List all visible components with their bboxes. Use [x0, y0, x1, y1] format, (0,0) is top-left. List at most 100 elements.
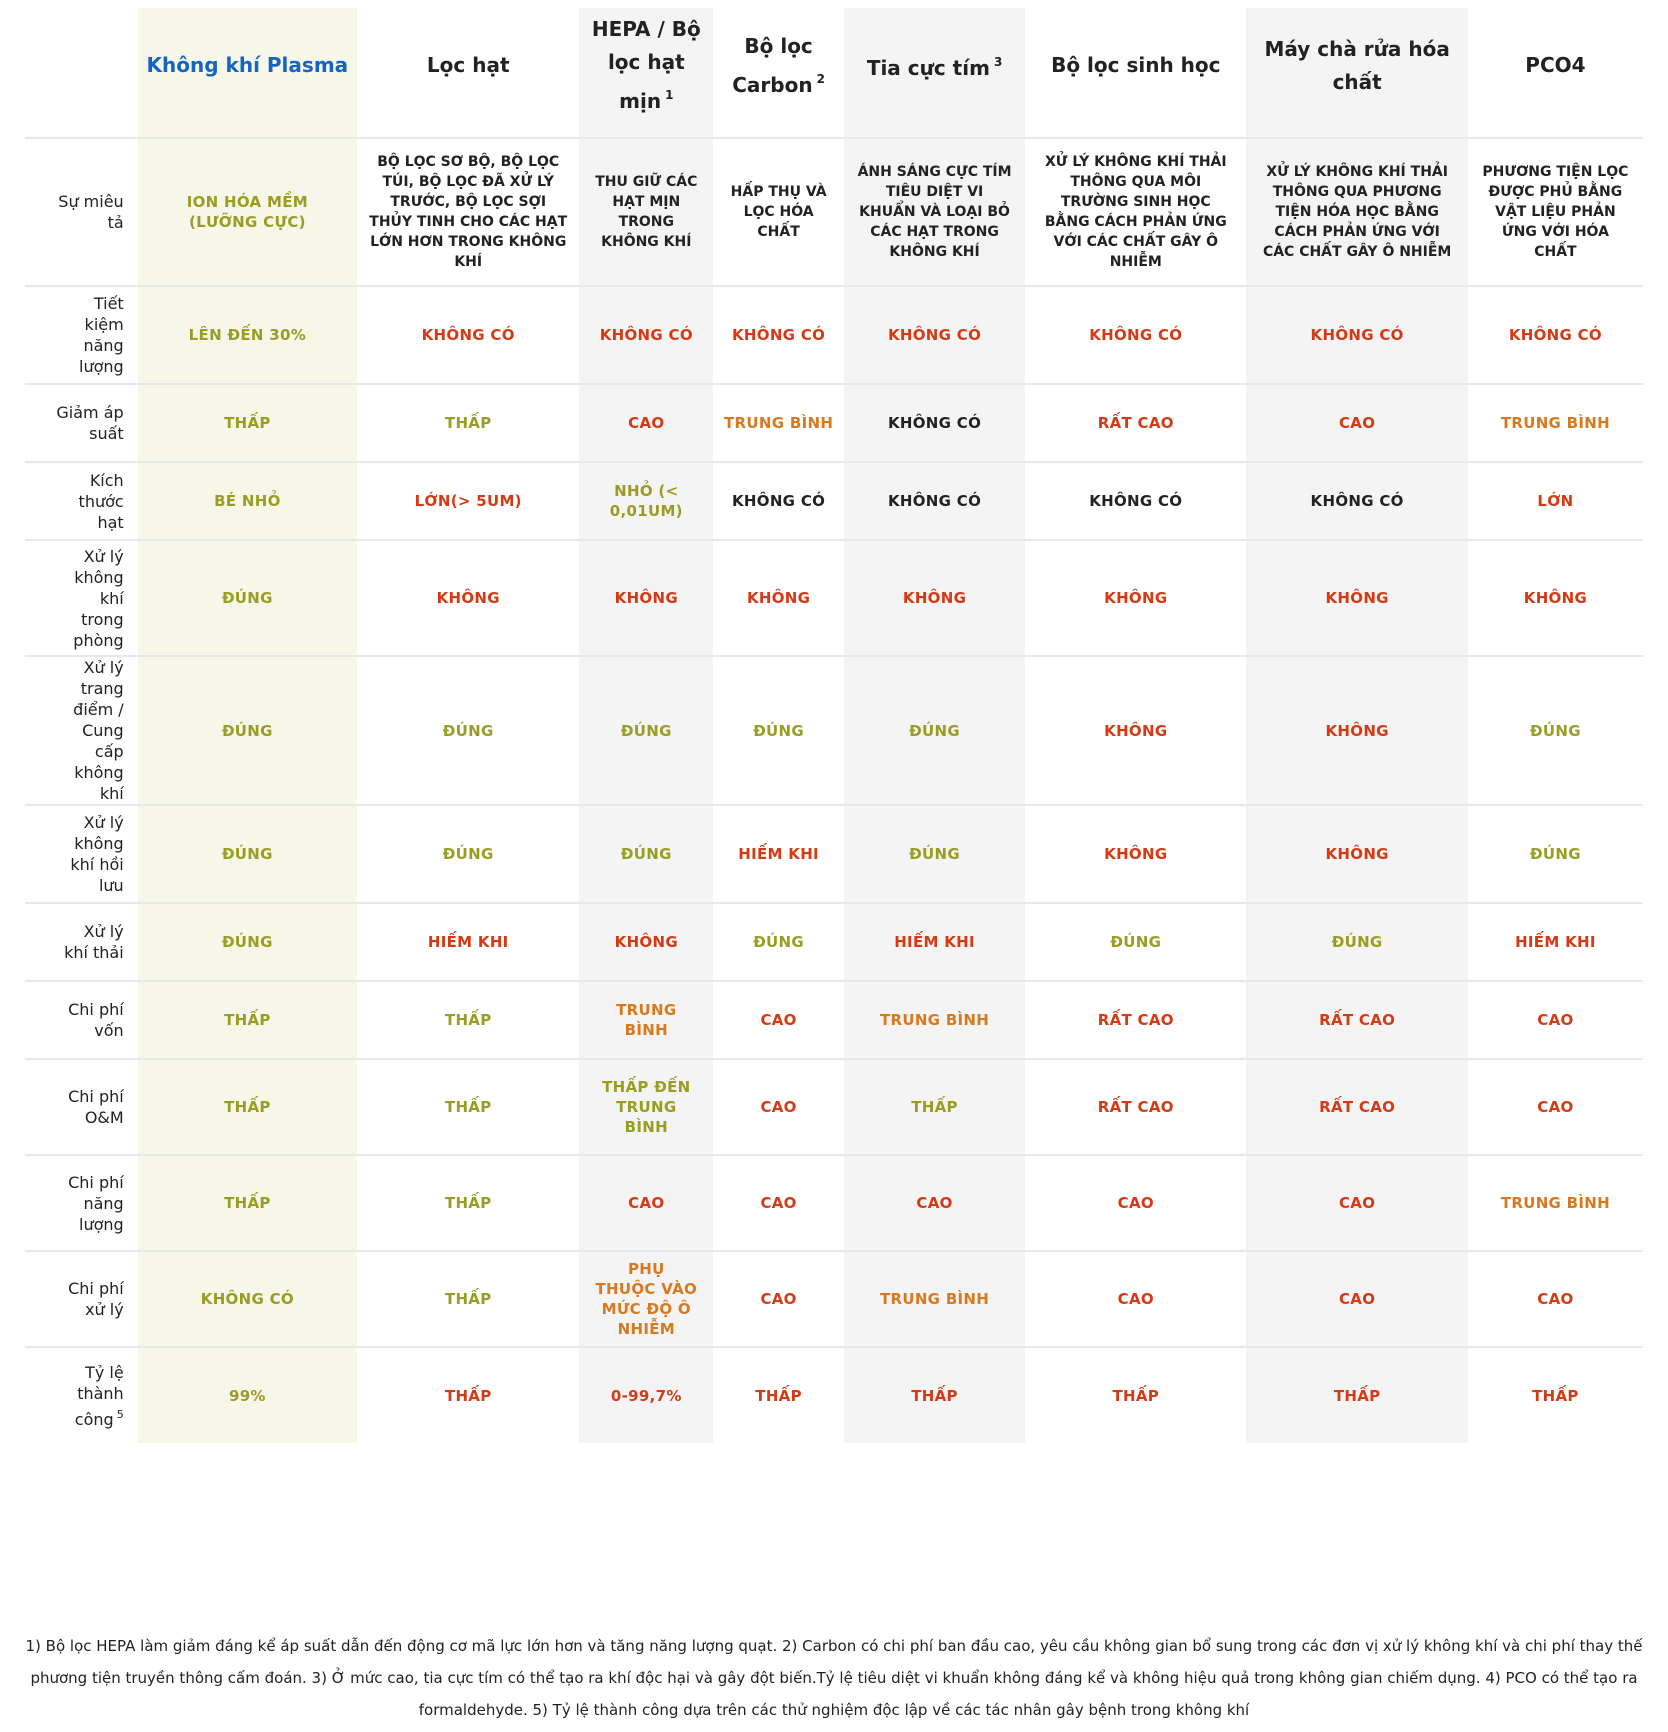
table-cell: ÁNH SÁNG CỰC TÍM TIÊU DIỆT VI KHUẨN VÀ L…	[844, 138, 1026, 286]
table-cell: ĐÚNG	[753, 721, 805, 740]
column-header-label: Máy chà rửa hóa chất	[1264, 36, 1450, 94]
table-row: Kích thước hạt BÉ NHỎ LỚN(> 5UM) NHỎ (< 0,0…	[25, 462, 1643, 540]
table-cell: HẤP THỤ VÀ LỌC HÓA CHẤT	[730, 184, 827, 240]
table-cell: KHÔNG	[1246, 540, 1468, 656]
table-cell: HIẾM KHI	[1515, 933, 1596, 951]
table-cell: PHƯƠNG TIỆN LỌC ĐƯỢC PHỦ BẰNG VẬT LIỆU P…	[1482, 164, 1629, 260]
column-header-label: Không khí Plasma	[146, 53, 349, 77]
row-label: Kích thước hạt	[25, 462, 138, 540]
table-cell: CAO	[1117, 1290, 1154, 1308]
table-cell: ĐÚNG	[442, 721, 494, 740]
row-label-text: Chi phí vốn	[68, 1000, 124, 1040]
table-cell: ĐÚNG	[442, 845, 494, 863]
table-cell: KHÔNG CÓ	[732, 326, 826, 344]
table-row: Tỷ lệ thành công 5 99% THẤP 0-99,7% THẤP THẤP T…	[25, 1347, 1643, 1443]
column-header-8: PCO4	[1468, 8, 1643, 138]
table-cell: BỘ LỌC SƠ BỘ, BỘ LỌC TÚI, BỘ LỌC ĐÃ XỬ L…	[369, 154, 568, 270]
table-row: Xử lý trang điểm / Cung cấp không khí ĐÚN…	[25, 656, 1643, 805]
table-cell: XỬ LÝ KHÔNG KHÍ THẢI THÔNG QUA MÔI TRƯỜN…	[1044, 154, 1227, 270]
row-label: Chi phí xử lý	[25, 1251, 138, 1347]
table-cell: THẤP	[444, 1290, 492, 1308]
table-cell: LỚN	[1537, 492, 1574, 510]
table-cell: THẤP	[444, 414, 492, 432]
table-cell: CAO	[1246, 1155, 1468, 1251]
table-cell: LỚN(> 5UM)	[414, 492, 522, 510]
table-row: Chi phí xử lý KHÔNG CÓ THẤP PHỤ THUỘC VÀO M…	[25, 1251, 1643, 1347]
table-cell: KHÔNG CÓ	[421, 326, 515, 344]
table-row: Chi phí năng lượng THẤP THẤP CAO CAO CAO CAO CA…	[25, 1155, 1643, 1251]
footnote-marker: 3	[993, 55, 1003, 69]
table-cell: CAO	[1537, 1011, 1574, 1029]
row-label-text: Tiết kiệm năng lượng	[79, 294, 124, 376]
table-row: Xử lý không khí trong phòng ĐÚNG KHÔNG KHÔN…	[25, 540, 1643, 656]
table-cell: ĐÚNG	[137, 656, 358, 805]
row-label: Chi phí năng lượng	[25, 1155, 138, 1251]
footnote-marker: 5	[116, 1407, 124, 1421]
table-cell: CAO	[1117, 1194, 1154, 1212]
table-row: Sự miêu tả ION HÓA MỀM (LƯỠNG CỰC) BỘ LỌC …	[25, 138, 1643, 286]
table-cell: CAO	[1246, 1251, 1468, 1347]
table-cell: KHÔNG CÓ	[1246, 286, 1468, 384]
table-cell: CAO	[760, 1194, 797, 1212]
corner-cell	[25, 8, 138, 138]
row-label-text: Xử lý không khí hồi lưu	[70, 813, 124, 895]
table-cell: CAO	[760, 1098, 797, 1116]
table-cell: TRUNG BÌNH	[844, 981, 1026, 1059]
table-cell: CAO	[760, 1011, 797, 1029]
table-cell: TRUNG BÌNH	[1500, 1194, 1610, 1212]
row-label: Xử lý khí thải	[25, 903, 138, 981]
row-label-text: Xử lý khí thải	[64, 922, 124, 962]
row-label: Xử lý không khí trong phòng	[25, 540, 138, 656]
table-cell: THẤP	[444, 1098, 492, 1116]
table-cell: THẤP	[444, 1386, 492, 1405]
table-cell: CAO	[760, 1290, 797, 1308]
table-cell: ĐÚNG	[1246, 903, 1468, 981]
table-cell: THẤP	[137, 1059, 358, 1155]
table-cell: KHÔNG	[1246, 656, 1468, 805]
table-cell: ĐÚNG	[844, 656, 1026, 805]
table-cell: THẤP	[1532, 1386, 1579, 1405]
table-cell: TRUNG BÌNH	[579, 981, 714, 1059]
table-cell: RẤT CAO	[1246, 981, 1468, 1059]
table-cell: TRUNG BÌNH	[1500, 414, 1610, 432]
table-cell: TRUNG BÌNH	[844, 1251, 1026, 1347]
footnote-marker: 2	[816, 71, 825, 86]
table-cell: PHỤ THUỘC VÀO MỨC ĐỘ Ô NHIỄM	[579, 1251, 714, 1347]
table-cell: CAO	[579, 384, 714, 462]
table-row: Xử lý không khí hồi lưu ĐÚNG ĐÚNG ĐÚNG HIẾM …	[25, 805, 1643, 903]
table-cell: HIẾM KHI	[738, 845, 819, 863]
row-label: Xử lý trang điểm / Cung cấp không khí	[25, 656, 138, 805]
comparison-table: Không khí Plasma Lọc hạt HEPA / Bộ lọc hạt…	[25, 8, 1643, 1443]
table-cell: THU GIỮ CÁC HẠT MỊN TRONG KHÔNG KHÍ	[579, 138, 714, 286]
table-cell: CAO	[579, 1155, 714, 1251]
table-cell: KHÔNG CÓ	[1246, 462, 1468, 540]
table-cell: KHÔNG CÓ	[844, 286, 1026, 384]
row-label-text: Chi phí O&M	[68, 1087, 124, 1127]
column-header-1: Không khí Plasma	[137, 8, 358, 138]
table-cell: NHỎ (< 0,01UM)	[579, 462, 714, 540]
table-cell: THẤP	[137, 384, 358, 462]
column-header-6: Bộ lọc sinh học	[1025, 8, 1246, 138]
table-cell: CAO	[1246, 384, 1468, 462]
row-label: Chi phí O&M	[25, 1059, 138, 1155]
table-cell: KHÔNG CÓ	[1508, 326, 1602, 344]
table-cell: ĐÚNG	[579, 805, 714, 903]
column-header-label: Bộ lọc sinh học	[1051, 53, 1221, 77]
table-cell: ĐÚNG	[137, 540, 358, 656]
table-cell: THẤP ĐẾN TRUNG BÌNH	[579, 1059, 714, 1155]
table-cell: THẤP	[844, 1059, 1026, 1155]
table-cell: THẤP	[755, 1386, 802, 1405]
table-cell: RẤT CAO	[1246, 1059, 1468, 1155]
table-row: Tiết kiệm năng lượng LÊN ĐẾN 30% KHÔNG CÓ K…	[25, 286, 1643, 384]
column-header-label: HEPA / Bộ lọc hạt mịn	[591, 17, 701, 113]
row-label-text: Chi phí xử lý	[68, 1279, 124, 1319]
table-cell: THẤP	[1112, 1386, 1160, 1405]
table-cell: THẤP	[137, 1155, 358, 1251]
column-header-4: Bộ lọc Carbon 2	[713, 8, 844, 138]
row-label: Sự miêu tả	[25, 138, 138, 286]
row-label-text: Sự miêu tả	[58, 192, 124, 232]
table-cell: CAO	[1537, 1290, 1574, 1308]
table-row: Xử lý khí thải ĐÚNG HIẾM KHI KHÔNG ĐÚNG HIẾM …	[25, 903, 1643, 981]
row-label: Tỷ lệ thành công 5	[25, 1347, 138, 1443]
table-cell: HIẾM KHI	[427, 933, 509, 951]
